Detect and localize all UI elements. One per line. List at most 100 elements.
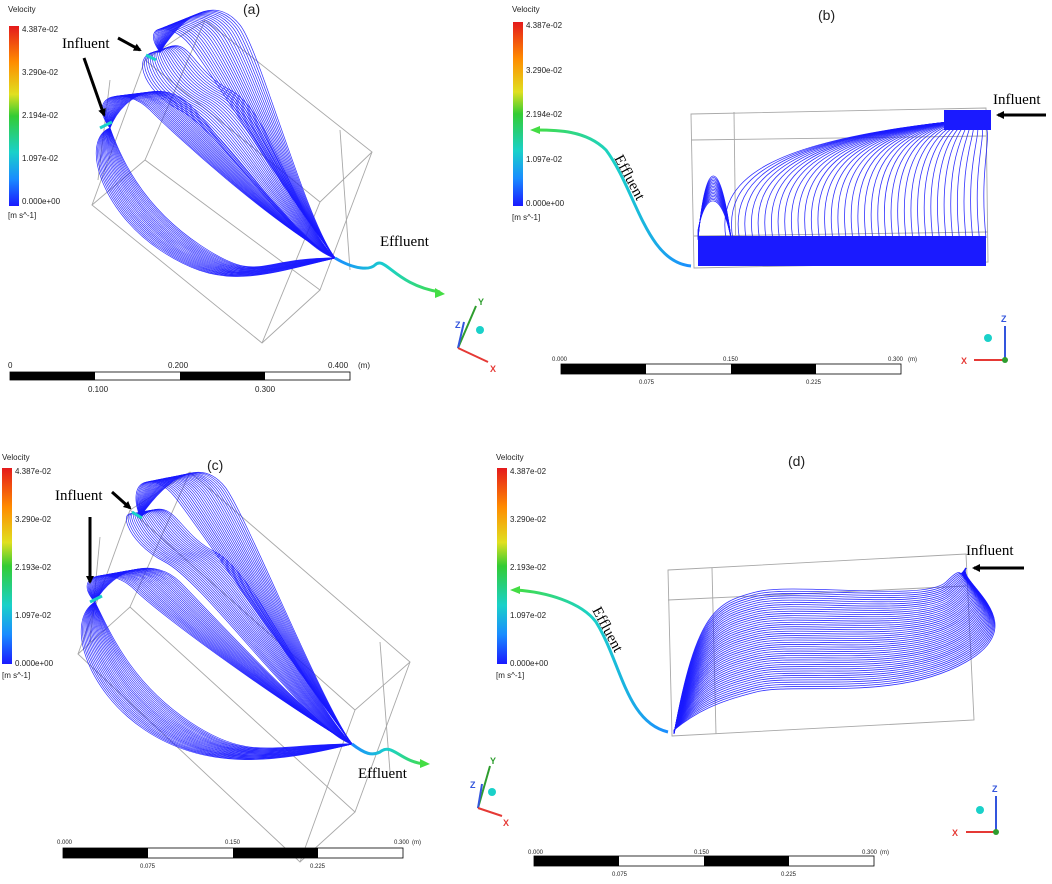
legend-tick-max: 4.387e-02 <box>22 25 59 34</box>
streamline <box>737 119 967 239</box>
effluent-pipe <box>334 256 441 294</box>
streamline <box>136 512 353 745</box>
streamline <box>98 127 336 276</box>
streamline <box>87 601 353 758</box>
streamline <box>897 119 967 239</box>
legend-tick: 3.290e-02 <box>22 68 59 77</box>
scale-tick: 0.300 <box>888 357 904 363</box>
streamline <box>673 567 973 733</box>
streamline <box>127 513 353 745</box>
streamline <box>106 127 336 273</box>
panel-label: (a) <box>243 1 260 17</box>
scale-unit: (m) <box>412 840 421 846</box>
scale-tick: 0.225 <box>310 864 326 870</box>
legend-tick-min: 0.000e+00 <box>510 659 549 668</box>
streamline <box>131 512 353 745</box>
streamline <box>91 601 353 756</box>
effluent-pipe <box>535 128 692 268</box>
streamline <box>139 478 353 745</box>
streamline <box>94 601 353 749</box>
streamline <box>157 50 336 259</box>
streamline <box>109 92 336 259</box>
streamline <box>109 127 336 268</box>
streamline <box>930 119 967 239</box>
streamline <box>109 127 336 270</box>
streamline <box>129 513 353 745</box>
streamline <box>673 567 967 734</box>
streamline <box>673 567 969 734</box>
scale-tick: 0 <box>8 361 13 370</box>
streamline <box>94 601 353 752</box>
streamline <box>109 91 336 259</box>
streamline <box>139 508 353 745</box>
streamline <box>105 127 336 274</box>
streamline <box>80 601 353 760</box>
streamline <box>106 127 336 273</box>
streamline <box>88 601 353 757</box>
reactor-box <box>667 553 975 737</box>
legend-tick-max: 4.387e-02 <box>510 467 547 476</box>
legend-tick-min: 0.000e+00 <box>22 197 61 206</box>
streamline <box>139 472 353 745</box>
scale-tick: 0.000 <box>528 850 544 856</box>
streamline <box>139 509 353 745</box>
scale-tick: 0.075 <box>639 380 655 386</box>
streamline <box>109 92 336 259</box>
scale-tick: 0.000 <box>57 840 73 846</box>
panel-label: (c) <box>207 457 223 473</box>
scale-tick: 0.300 <box>394 840 410 846</box>
legend-tick: 3.290e-02 <box>15 515 52 524</box>
scale-unit: (m) <box>358 361 370 370</box>
effluent-arrow <box>420 759 430 768</box>
streamline <box>152 50 336 259</box>
scale-bar: 0.000 0.150 0.300 (m) 0.075 0.225 <box>552 357 917 386</box>
legend-tick: 1.097e-02 <box>526 155 563 164</box>
streamline <box>94 567 353 745</box>
streamlines <box>80 472 353 760</box>
streamline <box>94 601 353 751</box>
streamline <box>94 601 353 753</box>
inlet-pipe <box>145 53 157 62</box>
streamline <box>673 567 971 733</box>
streamline <box>85 601 353 758</box>
scale-bar: 0 0.200 0.400 (m) 0.100 0.300 <box>8 361 370 394</box>
axis-label: Z <box>992 784 998 794</box>
velocity-legend: Velocity 4.387e-02 3.290e-02 2.194e-02 1… <box>8 5 61 220</box>
scale-tick: 0.100 <box>88 385 109 394</box>
scale-bar: 0.000 0.150 0.300 (m) 0.075 0.225 <box>528 850 889 878</box>
axis-label: X <box>952 828 958 838</box>
legend-tick: 2.194e-02 <box>22 111 59 120</box>
scale-tick: 0.225 <box>781 872 797 878</box>
streamline <box>159 49 336 259</box>
streamline <box>94 601 353 750</box>
streamline <box>139 509 353 745</box>
colorbar <box>9 26 19 206</box>
streamline <box>104 127 336 274</box>
scale-tick: 0.300 <box>862 850 878 856</box>
legend-tick-max: 4.387e-02 <box>15 467 52 476</box>
streamline <box>139 509 353 745</box>
scale-bar: 0.000 0.150 0.300 (m) 0.075 0.225 <box>57 840 421 870</box>
effluent-label: Effluent <box>588 604 625 655</box>
legend-tick: 1.097e-02 <box>510 611 547 620</box>
streamline <box>673 567 980 732</box>
streamline <box>150 51 336 259</box>
streamline <box>673 567 978 733</box>
colorbar <box>513 22 523 206</box>
effluent-arrow <box>435 288 445 298</box>
streamline <box>109 127 336 269</box>
streamline <box>109 91 336 259</box>
streamline <box>109 92 336 259</box>
axis-label: X <box>961 356 967 366</box>
streamline <box>697 200 732 239</box>
axis-label: Z <box>1001 314 1007 324</box>
panel-c: (c) Velocity 4.387e-02 3.290e-02 2.193e-… <box>0 442 526 884</box>
colorbar <box>497 468 507 664</box>
streamline <box>94 601 353 753</box>
streamline <box>159 49 336 259</box>
streamline <box>92 601 353 755</box>
scale-unit: (m) <box>908 357 917 363</box>
streamline <box>90 601 353 756</box>
streamline <box>673 567 967 734</box>
streamlines <box>95 9 336 277</box>
